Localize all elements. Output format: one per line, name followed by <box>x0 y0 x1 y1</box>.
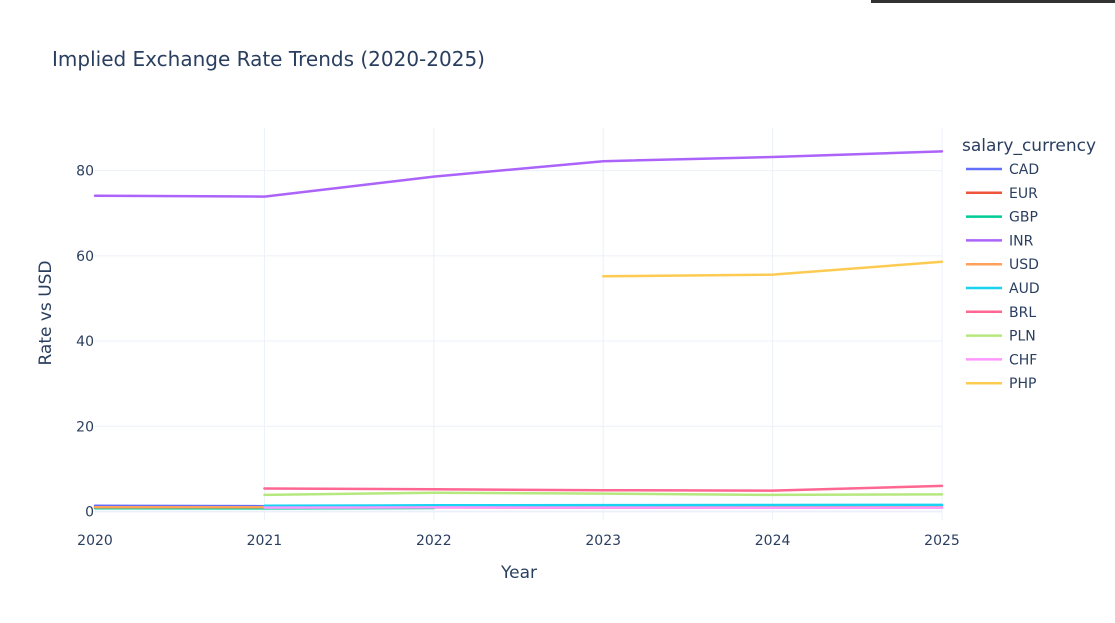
legend-label: GBP <box>1009 210 1038 226</box>
legend-label: INR <box>1009 233 1034 249</box>
top-edge-bar <box>871 0 1115 3</box>
y-tick-label: 0 <box>85 504 94 520</box>
legend-item-eur[interactable]: EUR <box>966 186 1038 202</box>
legend: salary_currency CAD EUR GBP INR USD AUD BRL PLN… <box>962 136 1096 392</box>
y-axis-ticks: 0 20 40 60 80 <box>76 164 94 521</box>
series-line-php <box>601 260 944 278</box>
legend-item-brl[interactable]: BRL <box>966 305 1036 321</box>
y-tick-label: 60 <box>76 249 94 265</box>
y-tick-label: 20 <box>76 419 94 435</box>
y-tick-label: 40 <box>76 334 94 350</box>
legend-label: USD <box>1009 257 1039 273</box>
legend-label: CHF <box>1009 352 1037 368</box>
x-tick-label: 2025 <box>924 533 960 549</box>
x-tick-label: 2023 <box>585 533 621 549</box>
series-line-pln <box>263 491 944 497</box>
x-tick-label: 2021 <box>247 533 283 549</box>
legend-item-cad[interactable]: CAD <box>966 162 1039 178</box>
series-line-inr <box>93 150 944 198</box>
legend-item-chf[interactable]: CHF <box>966 352 1037 368</box>
x-tick-label: 2020 <box>77 533 113 549</box>
chart-title: Implied Exchange Rate Trends (2020-2025) <box>52 47 485 71</box>
legend-item-gbp[interactable]: GBP <box>966 210 1038 226</box>
legend-item-pln[interactable]: PLN <box>966 329 1036 345</box>
legend-label: PHP <box>1009 376 1036 392</box>
legend-title: salary_currency <box>962 136 1096 156</box>
legend-item-php[interactable]: PHP <box>966 376 1036 392</box>
x-axis-ticks: 2020 2021 2022 2023 2024 2025 <box>77 533 960 549</box>
legend-label: EUR <box>1009 186 1038 202</box>
x-tick-label: 2022 <box>416 533 452 549</box>
legend-item-usd[interactable]: USD <box>966 257 1039 273</box>
series-line-aud <box>263 503 944 508</box>
grid-lines <box>95 128 943 520</box>
legend-label: CAD <box>1009 162 1039 178</box>
y-tick-label: 80 <box>76 164 94 180</box>
x-tick-label: 2024 <box>755 533 791 549</box>
legend-item-aud[interactable]: AUD <box>966 281 1040 297</box>
legend-label: PLN <box>1009 329 1036 345</box>
x-axis-title: Year <box>500 563 537 583</box>
legend-item-inr[interactable]: INR <box>966 233 1034 249</box>
y-axis-title: Rate vs USD <box>36 260 56 365</box>
legend-label: BRL <box>1009 305 1036 321</box>
series-line-brl <box>263 484 944 492</box>
series-lines <box>93 150 944 510</box>
legend-label: AUD <box>1009 281 1040 297</box>
